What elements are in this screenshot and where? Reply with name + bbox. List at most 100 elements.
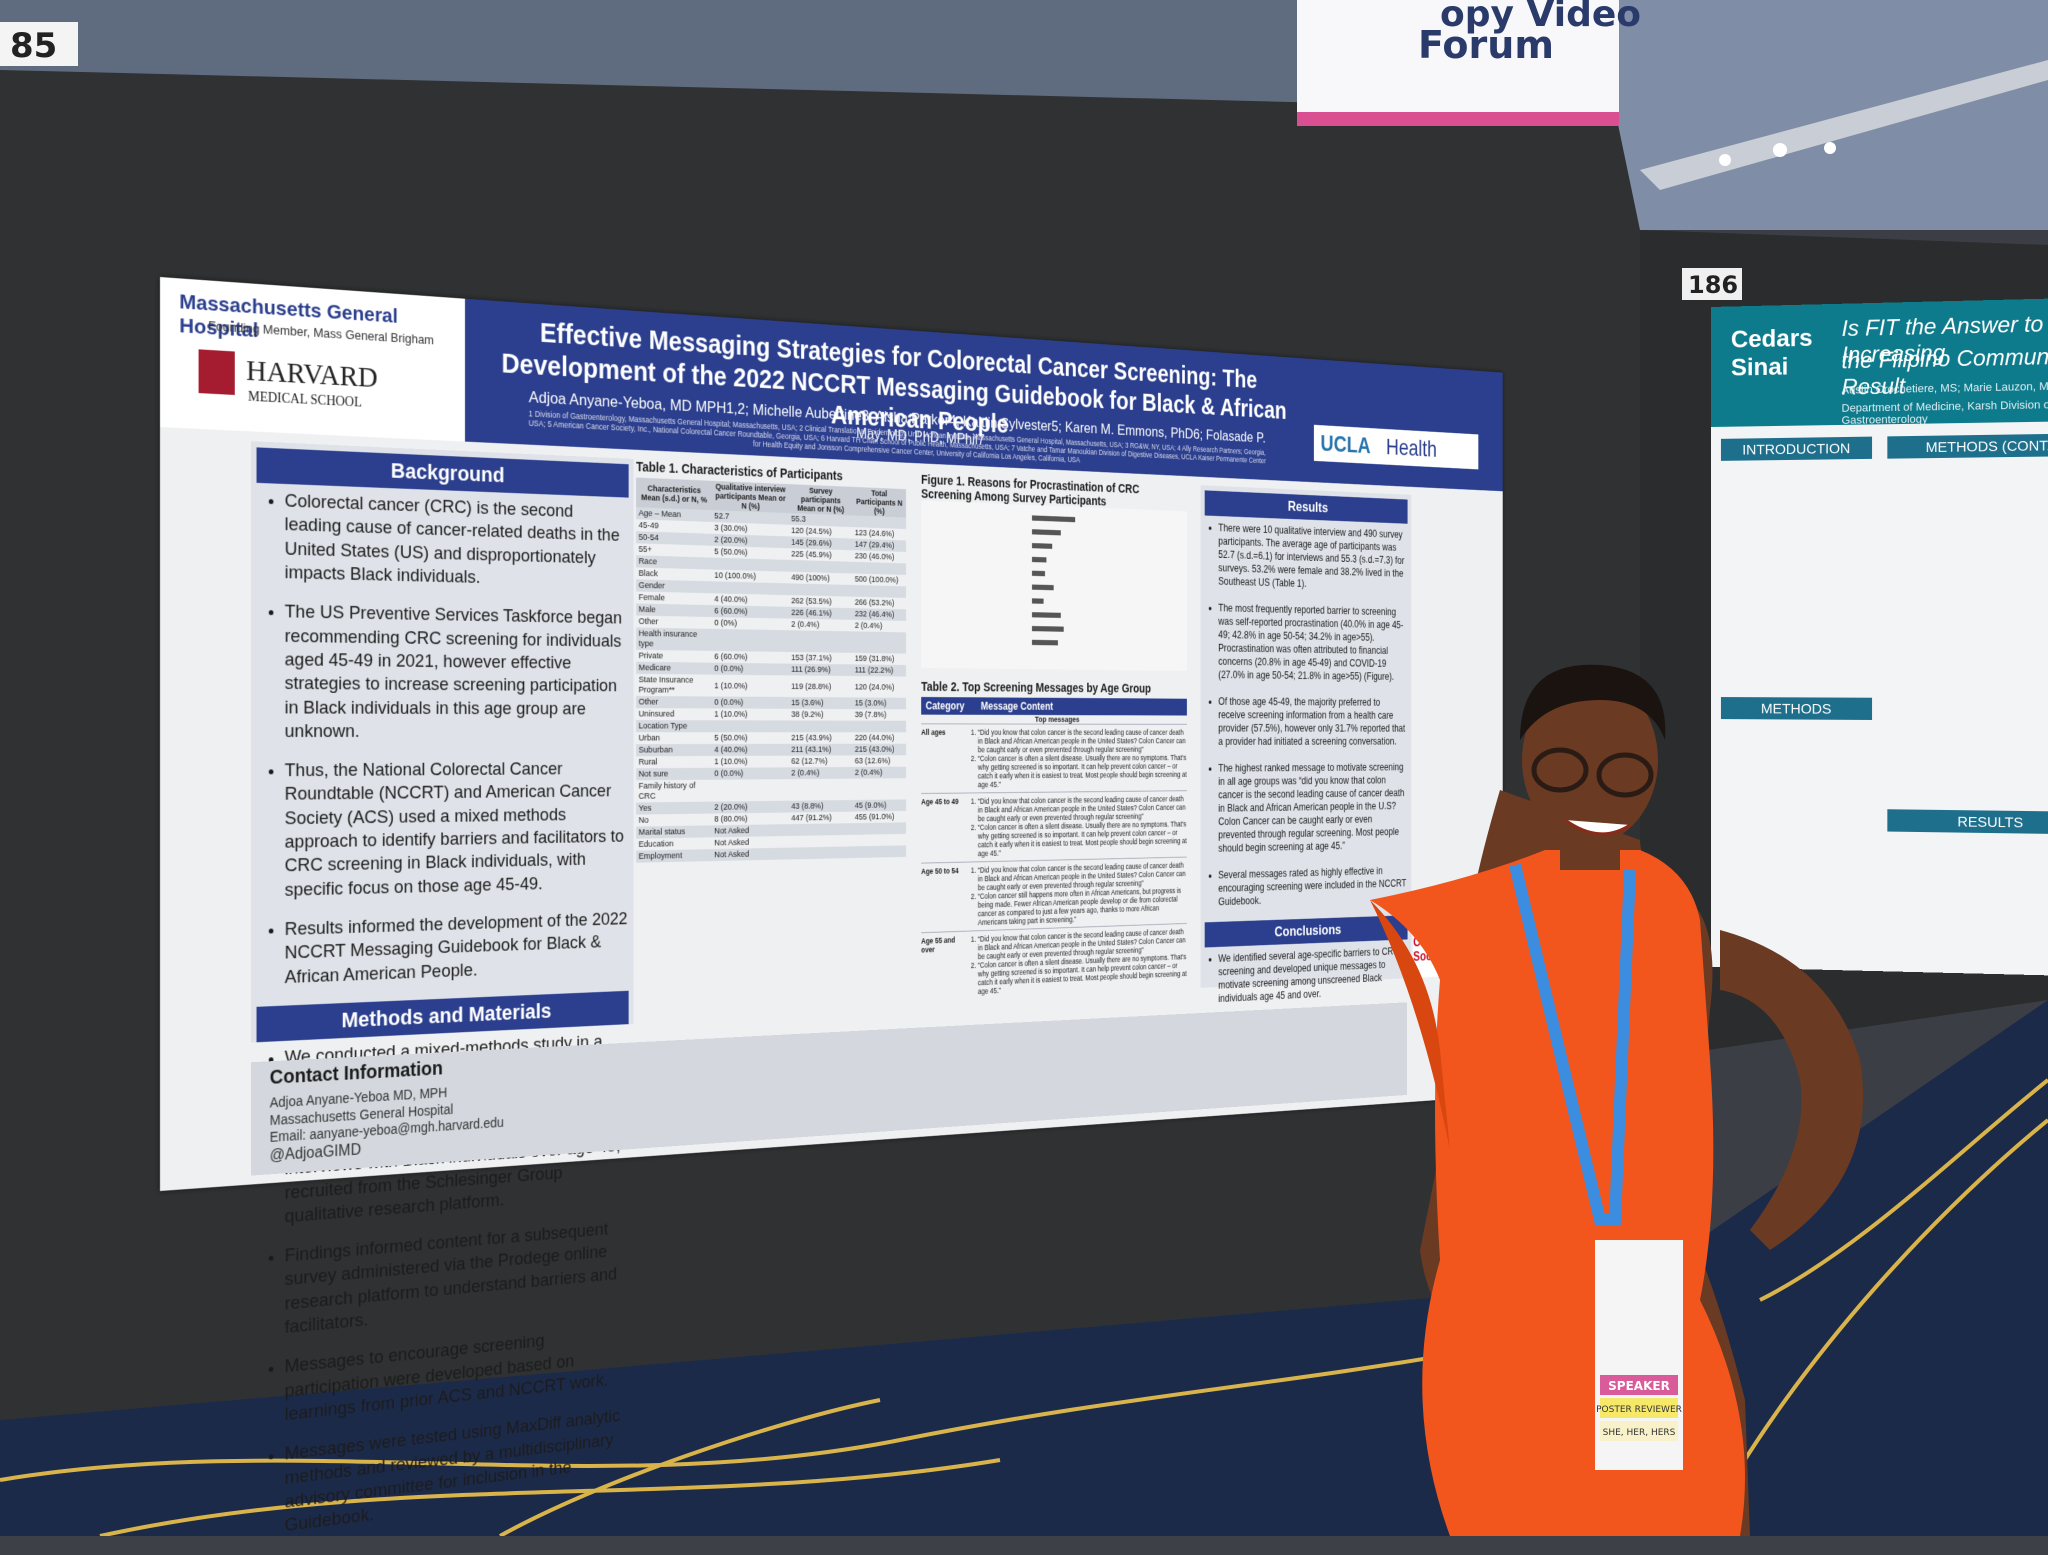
column-background: Background Colorectal cancer (CRC) is th…: [250, 441, 634, 1536]
table: Characteristics Mean (s.d.) or N, % Quali…: [636, 477, 907, 863]
column-header: Characteristics Mean (s.d.) or N, %: [636, 477, 712, 511]
bullet: Several messages rated as highly effecti…: [1218, 864, 1407, 909]
contact-heading: Contact Information: [269, 1058, 443, 1089]
bullet: Colorectal cancer (CRC) is the second le…: [285, 490, 629, 593]
booth-number: 85: [10, 26, 57, 66]
column-header: Qualitative interview participants Mean …: [711, 480, 789, 514]
table-cell: [712, 779, 789, 802]
logo-harvard: HARVARD: [246, 354, 378, 394]
table-title: Table 2. Top Screening Messages by Age G…: [921, 679, 1152, 696]
table-cell: 232 (46.4%): [852, 608, 907, 621]
bullet: Of those age 45-49, the majority preferr…: [1218, 695, 1407, 748]
bullet-list: There were 10 qualitative interview and …: [1205, 521, 1408, 909]
category: All ages: [921, 727, 946, 737]
bar: [1031, 612, 1061, 618]
table-cell: 447 (91.2%): [791, 812, 832, 824]
neighbor-logo: Cedars Sinai: [1730, 324, 1813, 382]
booth-number: 186: [1688, 271, 1738, 299]
booth-sign: [1682, 268, 1742, 300]
bullet: There were 10 qualitative interview and …: [1218, 521, 1407, 593]
bullet: The US Preventive Services Taskforce beg…: [285, 601, 629, 744]
table-row: Uninsured 1 (10.0%) 38 (9.2%) 39 (7.8%): [636, 708, 906, 721]
table-cell: 266 (53.2%): [854, 597, 895, 609]
message: “Colon cancer is often a silent disease.…: [978, 753, 1187, 789]
table-cell: 43 (8.8%): [788, 800, 853, 813]
table-cell: [788, 846, 853, 860]
neighbor-col: METHODS (CONT.): [1887, 433, 2048, 459]
column-header: Total Participants N (%): [852, 486, 907, 518]
table-cell: Not Asked: [711, 847, 789, 862]
table-cell: 1 (10.0%): [714, 680, 748, 691]
table-cell: Medicare: [636, 661, 712, 675]
table-cell: 455 (91.0%): [854, 811, 895, 823]
column-header: Message Content: [976, 697, 1187, 716]
poster: Massachusetts General Hospital Founding …: [160, 277, 1503, 1536]
neighbor-heading: METHODS: [1720, 697, 1873, 720]
banner-text: Forum: [1418, 23, 1554, 67]
message: “Did you know that colon cancer is the s…: [978, 728, 1187, 754]
table-row: State Insurance Program** 1 (10.0%) 119 (2…: [636, 674, 906, 698]
table-row: Urban 5 (50.0%) 215 (43.9%) 220 (44.0%): [636, 732, 906, 744]
message-list: “Did you know that colon cancer is the s…: [967, 861, 1186, 927]
table-cell: 215 (43.9%): [791, 733, 832, 744]
spotlight: [1719, 154, 1731, 166]
bar: [1031, 598, 1044, 604]
table-cell: Urban: [638, 733, 661, 744]
banner: [1297, 0, 1619, 120]
table-cell: 39 (7.8%): [854, 709, 887, 720]
bullet: Thus, the National Colorectal Cancer Rou…: [285, 758, 629, 902]
table-cell: 215 (43.0%): [852, 743, 907, 756]
table-cell: 1 (10.0%): [714, 709, 748, 720]
column-header: Survey participants Mean or N (%): [788, 484, 853, 516]
table-cell: [852, 822, 907, 835]
table-cell: 120 (24.0%): [854, 681, 895, 692]
message: “Colon cancer is often a silent disease.…: [978, 952, 1187, 995]
table-cell: Suburban: [636, 744, 712, 757]
message: “Colon cancer is often a silent disease.…: [978, 820, 1187, 858]
table-cell: State Insurance Program**: [638, 674, 694, 696]
table-cell: 4 (40.0%): [711, 743, 789, 756]
table-cell: 2 (20.0%): [711, 800, 789, 814]
table-cell: [788, 630, 853, 653]
logo-panel: Massachusetts General Hospital Founding …: [160, 277, 465, 442]
table-cell: [852, 631, 907, 654]
table-cell: 111 (26.9%): [788, 663, 853, 677]
message-list: “Did you know that colon cancer is the s…: [967, 728, 1187, 789]
table-cell: Not sure: [636, 767, 712, 781]
neighbor-department: Department of Medicine, Karsh Division o…: [1841, 399, 2048, 427]
table-cell: 6 (60.0%): [714, 651, 748, 663]
figure-bars: [921, 500, 1187, 672]
table-cell: 2 (0.4%): [852, 766, 907, 779]
category: Age 45 to 49: [921, 797, 959, 807]
logo-ucla: UCLA: [1320, 430, 1371, 459]
table-cell: 38 (9.2%): [791, 709, 824, 720]
booth-sign: [0, 22, 78, 66]
table-row: Suburban 4 (40.0%) 211 (43.1%) 215 (43.0%): [636, 743, 907, 757]
bar: [1031, 570, 1045, 577]
table-cell: 220 (44.0%): [854, 733, 895, 743]
bullet: Findings informed content for a subseque…: [285, 1217, 629, 1340]
column-figure: Figure 1. Reasons for Procrastination of…: [921, 472, 1187, 1002]
table-cell: 2 (0.4%): [788, 767, 853, 780]
column-header: Category: [921, 696, 977, 715]
bullet: Results informed the development of the …: [285, 908, 629, 990]
message-row: Age 55 and over “Did you know that colon …: [921, 922, 1187, 1002]
table-cell: 111 (22.2%): [852, 664, 907, 677]
table-cell: Employment: [636, 849, 712, 863]
table-row: Location Type: [636, 720, 907, 733]
table-cell: Location Type: [636, 720, 712, 733]
table-cell: Family history of CRC: [638, 780, 696, 802]
section-heading: Conclusions: [1204, 915, 1408, 948]
table-cell: [852, 778, 906, 800]
message-list: “Did you know that colon cancer is the s…: [967, 927, 1187, 996]
banner-stripe: [1297, 112, 1619, 126]
bullet-list: Colorectal cancer (CRC) is the second le…: [257, 489, 629, 991]
carpet-line: [499, 1398, 881, 1536]
truss: [1640, 60, 2048, 190]
contact-lines: Adjoa Anyane-Yeboa MD, MPH Massachusetts …: [270, 1081, 504, 1146]
bar: [1031, 584, 1054, 591]
message-row: All ages “Did you know that colon cancer …: [921, 723, 1187, 794]
table-cell: [711, 720, 789, 733]
